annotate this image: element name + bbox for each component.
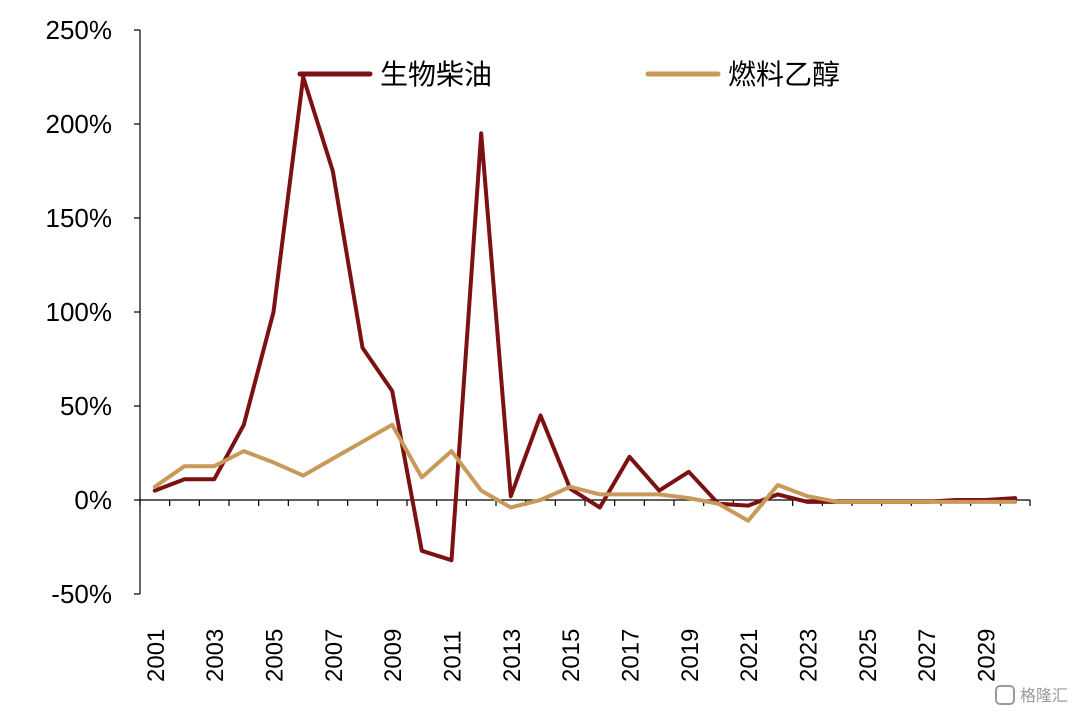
watermark: 格隆汇 — [995, 685, 1068, 705]
x-tick-label: 2019 — [677, 629, 704, 682]
legend-label-2: 燃料乙醇 — [728, 59, 840, 90]
watermark-text: 格隆汇 — [1020, 687, 1068, 705]
y-tick-label: 200% — [46, 109, 113, 139]
x-tick-label: 2025 — [855, 629, 882, 682]
x-tick-label: 2011 — [440, 630, 467, 682]
x-axis: 2001 2003 2005 2007 2009 2011 2013 2015 2017 2019… — [139, 499, 1031, 682]
watermark-logo-icon — [995, 685, 1015, 705]
legend: 生物柴油 燃料乙醇 — [297, 59, 840, 90]
y-tick-label: 0% — [74, 485, 112, 515]
x-tick-label: 2005 — [262, 629, 289, 682]
series-lines — [152, 75, 1018, 563]
x-tick-label: 2023 — [796, 629, 823, 682]
x-tick-label: 2017 — [618, 629, 645, 682]
x-tick-label: 2029 — [974, 629, 1001, 682]
x-tick-label: 2013 — [499, 629, 526, 682]
x-tick-label: 2003 — [202, 629, 229, 682]
series-line-2 — [152, 422, 1018, 523]
y-tick-label: 150% — [46, 203, 113, 233]
y-tick-label: 50% — [60, 391, 112, 421]
x-tick-label: 2027 — [914, 629, 941, 682]
x-tick-label: 2015 — [558, 629, 585, 682]
y-tick-label: 250% — [46, 15, 113, 45]
y-tick-label: -50% — [51, 579, 112, 609]
x-tick-label: 2009 — [380, 629, 407, 682]
x-tick-label: 2001 — [143, 629, 170, 682]
series-line-1 — [152, 75, 1018, 563]
y-axis: -50% 0% 50% 100% 150% 200% 250% — [46, 15, 141, 609]
x-tick-label: 2007 — [321, 629, 348, 682]
y-tick-label: 100% — [46, 297, 113, 327]
x-tick-label: 2021 — [736, 629, 763, 682]
legend-label-1: 生物柴油 — [380, 59, 492, 90]
